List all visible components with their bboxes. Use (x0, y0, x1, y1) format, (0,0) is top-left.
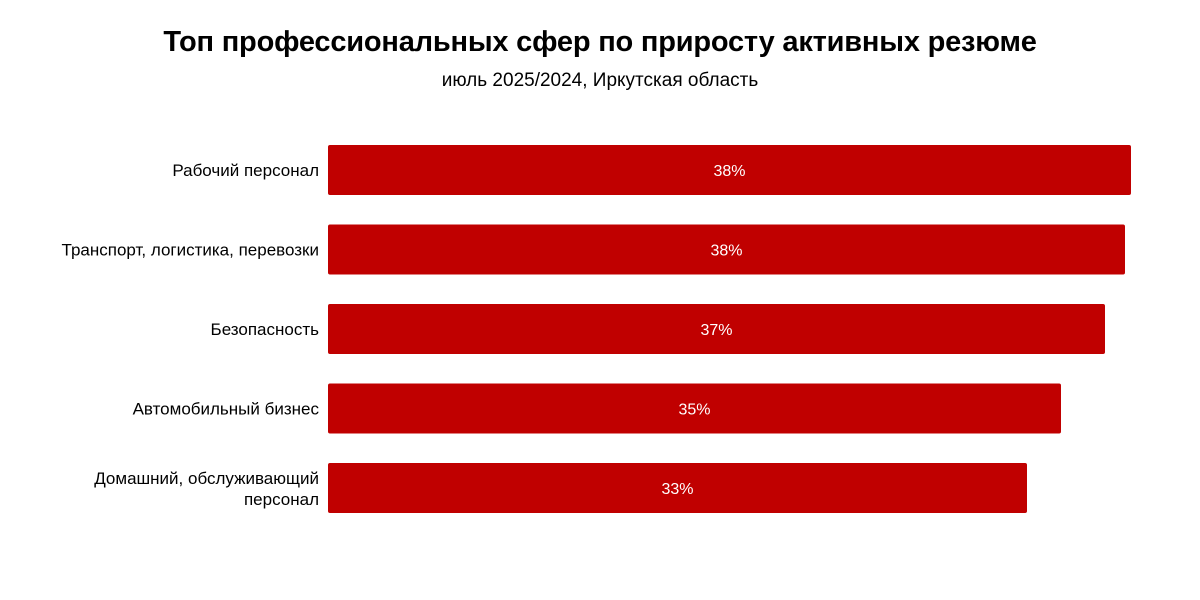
data-label-5: 33% (661, 481, 693, 498)
chart-subtitle: июль 2025/2024, Иркутская область (441, 70, 759, 91)
category-label-2: Транспорт, логистика, перевозки (62, 241, 319, 260)
data-label-2: 38% (710, 243, 742, 260)
bar-1 (328, 145, 1131, 195)
category-label-4: Автомобильный бизнес (133, 400, 320, 419)
category-label-1: Рабочий персонал (172, 161, 319, 180)
bar-2 (328, 224, 1125, 275)
bar-4 (328, 383, 1061, 434)
category-label-5: Домашний, обслуживающий персонал (94, 469, 319, 509)
bar-3 (328, 304, 1105, 354)
chart-title: Топ профессиональных сфер по приросту ак… (163, 26, 1037, 58)
data-label-3: 37% (700, 322, 732, 339)
bar-5 (328, 463, 1027, 513)
category-label-3: Безопасность (211, 320, 320, 339)
data-label-4: 35% (678, 402, 710, 419)
data-label-1: 38% (713, 163, 745, 180)
